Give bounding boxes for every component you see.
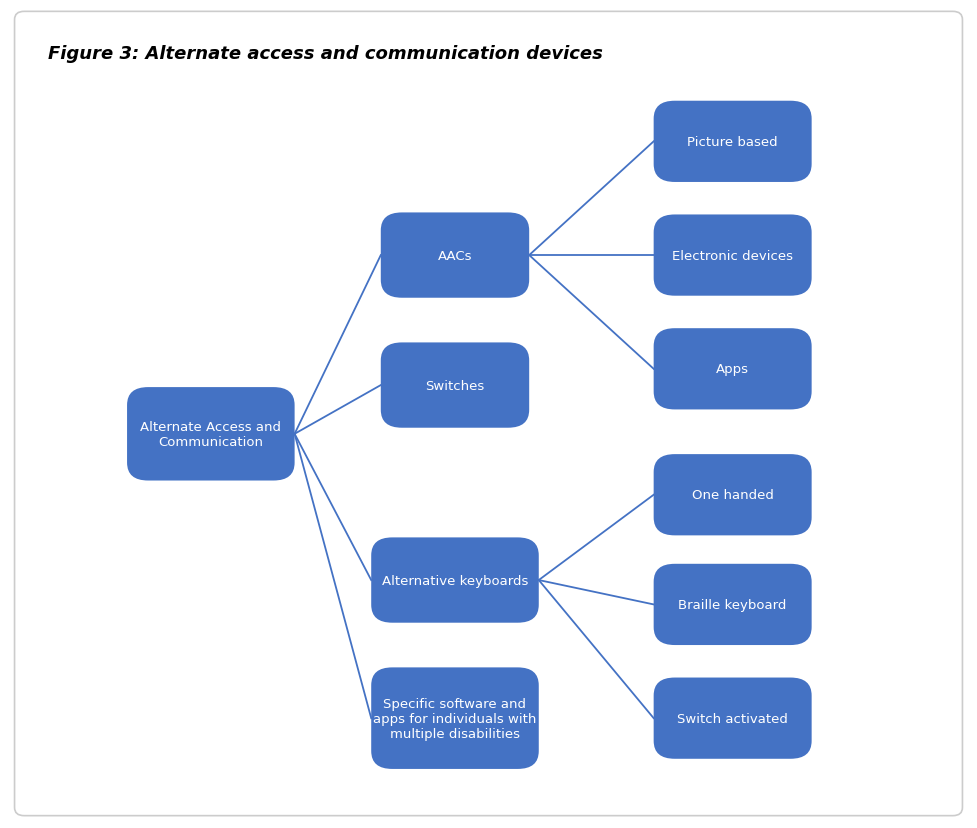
FancyBboxPatch shape — [654, 564, 812, 645]
Text: Switch activated: Switch activated — [677, 712, 788, 724]
Text: Specific software and
apps for individuals with
multiple disabilities: Specific software and apps for individua… — [373, 697, 536, 739]
FancyBboxPatch shape — [654, 677, 812, 758]
Text: Braille keyboard: Braille keyboard — [678, 598, 786, 611]
FancyBboxPatch shape — [654, 455, 812, 536]
FancyBboxPatch shape — [654, 329, 812, 410]
FancyBboxPatch shape — [654, 215, 812, 296]
Text: AACs: AACs — [438, 249, 472, 262]
FancyBboxPatch shape — [127, 388, 295, 481]
FancyBboxPatch shape — [654, 102, 812, 183]
Text: Electronic devices: Electronic devices — [672, 249, 793, 262]
Text: Apps: Apps — [716, 363, 749, 376]
Text: Alternate Access and
Communication: Alternate Access and Communication — [141, 421, 281, 448]
Text: Switches: Switches — [425, 379, 485, 392]
FancyBboxPatch shape — [371, 537, 538, 623]
Text: Picture based: Picture based — [688, 136, 778, 149]
Text: Alternative keyboards: Alternative keyboards — [382, 574, 529, 587]
Text: One handed: One handed — [692, 489, 774, 502]
FancyBboxPatch shape — [381, 213, 530, 298]
FancyBboxPatch shape — [381, 343, 530, 428]
FancyBboxPatch shape — [371, 667, 538, 769]
Text: Figure 3: Alternate access and communication devices: Figure 3: Alternate access and communica… — [48, 45, 603, 63]
